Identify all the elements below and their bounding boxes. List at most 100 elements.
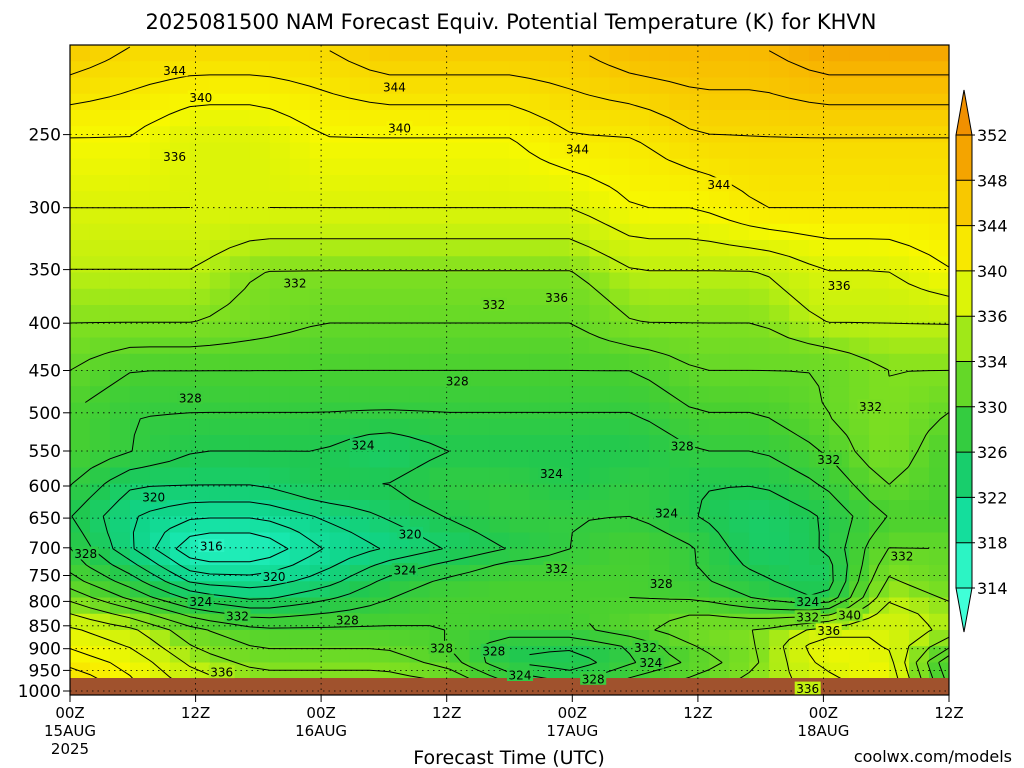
- field-cell: [549, 630, 571, 647]
- field-cell: [89, 321, 111, 339]
- contour-label-bg: [198, 539, 225, 553]
- field-cell: [669, 418, 690, 436]
- field-cell: [169, 532, 191, 550]
- x-tick-label: 12Z: [181, 704, 210, 722]
- field-cell: [769, 191, 790, 209]
- field-cell: [529, 256, 551, 274]
- field-cell: [709, 337, 730, 355]
- field-cell: [909, 175, 930, 192]
- field-cell: [289, 93, 311, 111]
- field-cell: [129, 110, 151, 127]
- field-cell: [349, 77, 371, 95]
- field-cell: [669, 662, 690, 680]
- field-cell: [70, 516, 91, 534]
- field-cell: [549, 370, 571, 387]
- field-cell: [609, 142, 630, 160]
- field-cell: [689, 77, 710, 95]
- field-cell: [589, 581, 610, 599]
- field-cell: [789, 93, 810, 111]
- field-cell: [389, 223, 411, 241]
- colorbar-segment: [956, 135, 972, 181]
- field-cell: [889, 451, 910, 469]
- field-cell: [269, 61, 291, 79]
- field-cell: [689, 630, 710, 647]
- x-tick-date-label: 17AUG: [546, 722, 598, 740]
- field-cell: [469, 256, 491, 274]
- field-cell: [909, 191, 930, 209]
- field-cell: [929, 93, 949, 111]
- field-cell: [129, 207, 151, 225]
- field-cell: [549, 272, 571, 290]
- field-cell: [789, 418, 810, 436]
- field-cell: [109, 240, 131, 257]
- field-cell: [649, 191, 670, 209]
- field-cell: [149, 45, 171, 62]
- field-cell: [929, 175, 949, 192]
- field-cell: [309, 45, 331, 62]
- field-cell: [809, 646, 830, 664]
- y-tick-label: 450: [29, 362, 61, 382]
- field-cell: [709, 353, 730, 371]
- field-cell: [909, 451, 930, 469]
- field-cell: [70, 207, 91, 225]
- field-cell: [449, 256, 471, 274]
- field-cell: [569, 337, 591, 355]
- field-cell: [869, 451, 890, 469]
- field-cell: [409, 158, 431, 176]
- field-cell: [689, 467, 710, 485]
- field-cell: [869, 418, 890, 436]
- field-cell: [809, 467, 830, 485]
- field-cell: [209, 110, 231, 127]
- field-cell: [149, 613, 171, 631]
- field-cell: [629, 516, 650, 534]
- field-cell: [869, 435, 890, 452]
- field-cell: [269, 175, 291, 192]
- field-cell: [369, 45, 391, 62]
- field-cell: [329, 256, 351, 274]
- field-cell: [89, 467, 111, 485]
- field-cell: [689, 418, 710, 436]
- field-cell: [909, 613, 930, 631]
- field-cell: [889, 126, 910, 144]
- field-cell: [349, 256, 371, 274]
- field-cell: [129, 353, 151, 371]
- field-cell: [329, 353, 351, 371]
- contour-label: 320: [263, 570, 286, 584]
- field-cell: [609, 548, 630, 566]
- field-cell: [309, 191, 331, 209]
- field-cell: [109, 500, 131, 517]
- field-cell: [709, 288, 730, 306]
- field-cell: [449, 451, 471, 469]
- field-cell: [149, 337, 171, 355]
- field-cell: [569, 158, 591, 176]
- field-cell: [469, 240, 491, 257]
- field-cell: [649, 45, 670, 62]
- colorbar-top-arrow: [955, 89, 973, 136]
- y-tick-label: 250: [29, 126, 61, 146]
- field-cell: [669, 581, 690, 599]
- y-tick-label: 1000: [18, 682, 61, 702]
- field-cell: [629, 305, 650, 322]
- field-cell: [70, 597, 91, 615]
- field-cell: [669, 646, 690, 664]
- field-cell: [629, 613, 650, 631]
- field-cell: [689, 61, 710, 79]
- field-cell: [169, 93, 191, 111]
- contour-label: 324: [796, 595, 819, 609]
- field-cell: [569, 175, 591, 192]
- field-cell: [569, 223, 591, 241]
- field-cell: [429, 483, 451, 501]
- field-cell: [189, 110, 211, 127]
- field-cell: [369, 402, 391, 420]
- field-cell: [289, 613, 311, 631]
- field-cell: [849, 110, 870, 127]
- field-cell: [809, 662, 830, 680]
- field-cell: [429, 61, 451, 79]
- field-cell: [589, 77, 610, 95]
- field-cell: [849, 191, 870, 209]
- field-cell: [609, 597, 630, 615]
- field-cell: [70, 630, 91, 647]
- field-cell: [509, 630, 531, 647]
- field-cell: [589, 240, 610, 257]
- field-cell: [189, 61, 211, 79]
